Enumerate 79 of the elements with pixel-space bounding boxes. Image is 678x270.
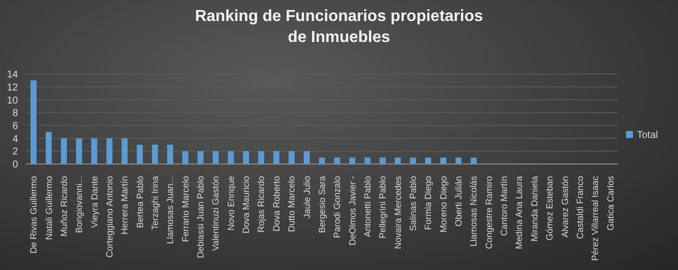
- bar: [60, 138, 67, 164]
- bar: [152, 144, 158, 164]
- x-tick-label: Dova Mauricio: [241, 176, 252, 234]
- bar: [167, 144, 174, 164]
- bar: [470, 158, 477, 164]
- x-tick-label: Formia Diego: [423, 176, 434, 230]
- bar: [91, 138, 98, 164]
- x-tick-label: Moreno Diego: [438, 176, 448, 233]
- x-tick-label: Llamosas Nicolás: [468, 176, 479, 247]
- x-tick-label: Novaira Mercedes: [392, 176, 403, 250]
- bar: [197, 151, 204, 164]
- x-tick-label: Gatica Carlos: [605, 176, 616, 231]
- y-tick-label: 8: [12, 108, 18, 120]
- x-tick-label: Terzaghi Irina: [150, 176, 160, 230]
- bar: [258, 151, 264, 164]
- bar: [288, 151, 295, 164]
- bar: [304, 151, 310, 164]
- x-tick-label: Dutto Marcelo: [286, 176, 297, 232]
- x-tick-label: Salinas Pablo: [408, 176, 418, 232]
- bar: [455, 158, 462, 164]
- x-tick-label: Pérez Villarreal Isaac: [590, 176, 600, 261]
- bar: [30, 80, 37, 164]
- x-tick-label: Bertea Pablo: [134, 176, 145, 228]
- x-tick-label: Parodi Gonzalo: [332, 176, 342, 238]
- y-tick-label: 14: [6, 70, 18, 81]
- x-tick-label: Bongiovanni...: [74, 176, 84, 234]
- x-tick-label: Oberti Julián: [454, 176, 464, 227]
- bar: [410, 158, 416, 164]
- bar: [106, 138, 112, 164]
- x-tick-label: DeOlmos Javier -: [347, 176, 358, 246]
- x-tick-label: Castaldi Franco: [574, 176, 585, 240]
- y-tick-label: 2: [12, 146, 18, 158]
- x-tick-label: Miranda Daniela: [529, 176, 540, 242]
- x-tick-label: De Rivas Guillermo: [28, 176, 39, 254]
- chart-title: Ranking de Funcionarios propietarios de Inmuebles: [194, 7, 484, 48]
- x-tick-label: Bergesio Sara: [316, 176, 327, 234]
- x-tick-label: Pellegrini Pablo: [378, 176, 388, 239]
- x-tick-label: Natali Guillermo: [44, 176, 54, 240]
- bar: [182, 151, 188, 164]
- x-tick-label: Valentinuzi Gastón: [210, 176, 221, 251]
- x-tick-label: Cantoro Martín: [499, 176, 510, 236]
- bar: [243, 151, 250, 164]
- x-tick-label: Novo Enrique: [226, 176, 236, 231]
- y-tick-label: 12: [6, 82, 18, 94]
- x-tick-label: Rojas Ricardo: [256, 176, 266, 233]
- bar: [349, 158, 356, 164]
- bar: [212, 151, 219, 164]
- x-tick-label: Corteggiano Antonio: [104, 176, 114, 258]
- bar: [394, 158, 401, 164]
- bar: [334, 158, 340, 164]
- y-tick-label: 4: [12, 134, 18, 145]
- bar: [76, 138, 82, 164]
- bar: [136, 144, 143, 164]
- x-tick-label: Vieyra Dante: [89, 176, 100, 228]
- y-tick-label: 6: [12, 120, 18, 132]
- y-tick-label: 0: [12, 160, 18, 171]
- bar: [425, 158, 432, 164]
- x-tick-label: Ferrario Marcelo: [180, 176, 190, 242]
- x-tick-label: Muñoz Ricardo: [58, 176, 69, 237]
- x-tick-label: Debiassi Juan Pablo: [196, 176, 206, 258]
- x-tick-label: Gómez Esteban: [544, 176, 555, 241]
- x-tick-label: Jaule Julio: [302, 176, 312, 219]
- y-tick-label: 10: [6, 95, 18, 106]
- bar: [273, 151, 280, 164]
- bar: [364, 158, 370, 164]
- x-tick-label: Dova Roberto: [271, 176, 282, 232]
- bar: [228, 151, 234, 164]
- bar: [46, 132, 52, 164]
- x-tick-label: Llamosas Juan...: [165, 176, 176, 244]
- bar: [440, 158, 446, 164]
- bar: [318, 158, 325, 164]
- legend-label: Total: [636, 130, 658, 140]
- bar: [122, 138, 128, 164]
- x-tick-label: Herrera Martín: [120, 176, 130, 235]
- x-tick-label: Antonetti Pablo: [362, 176, 372, 238]
- x-tick-label: Alvarez Gastón: [560, 176, 570, 238]
- x-tick-label: Medina Ana Laura: [514, 176, 524, 250]
- x-tick-label: Congestre Ramiro: [484, 176, 494, 250]
- bar: [380, 158, 386, 164]
